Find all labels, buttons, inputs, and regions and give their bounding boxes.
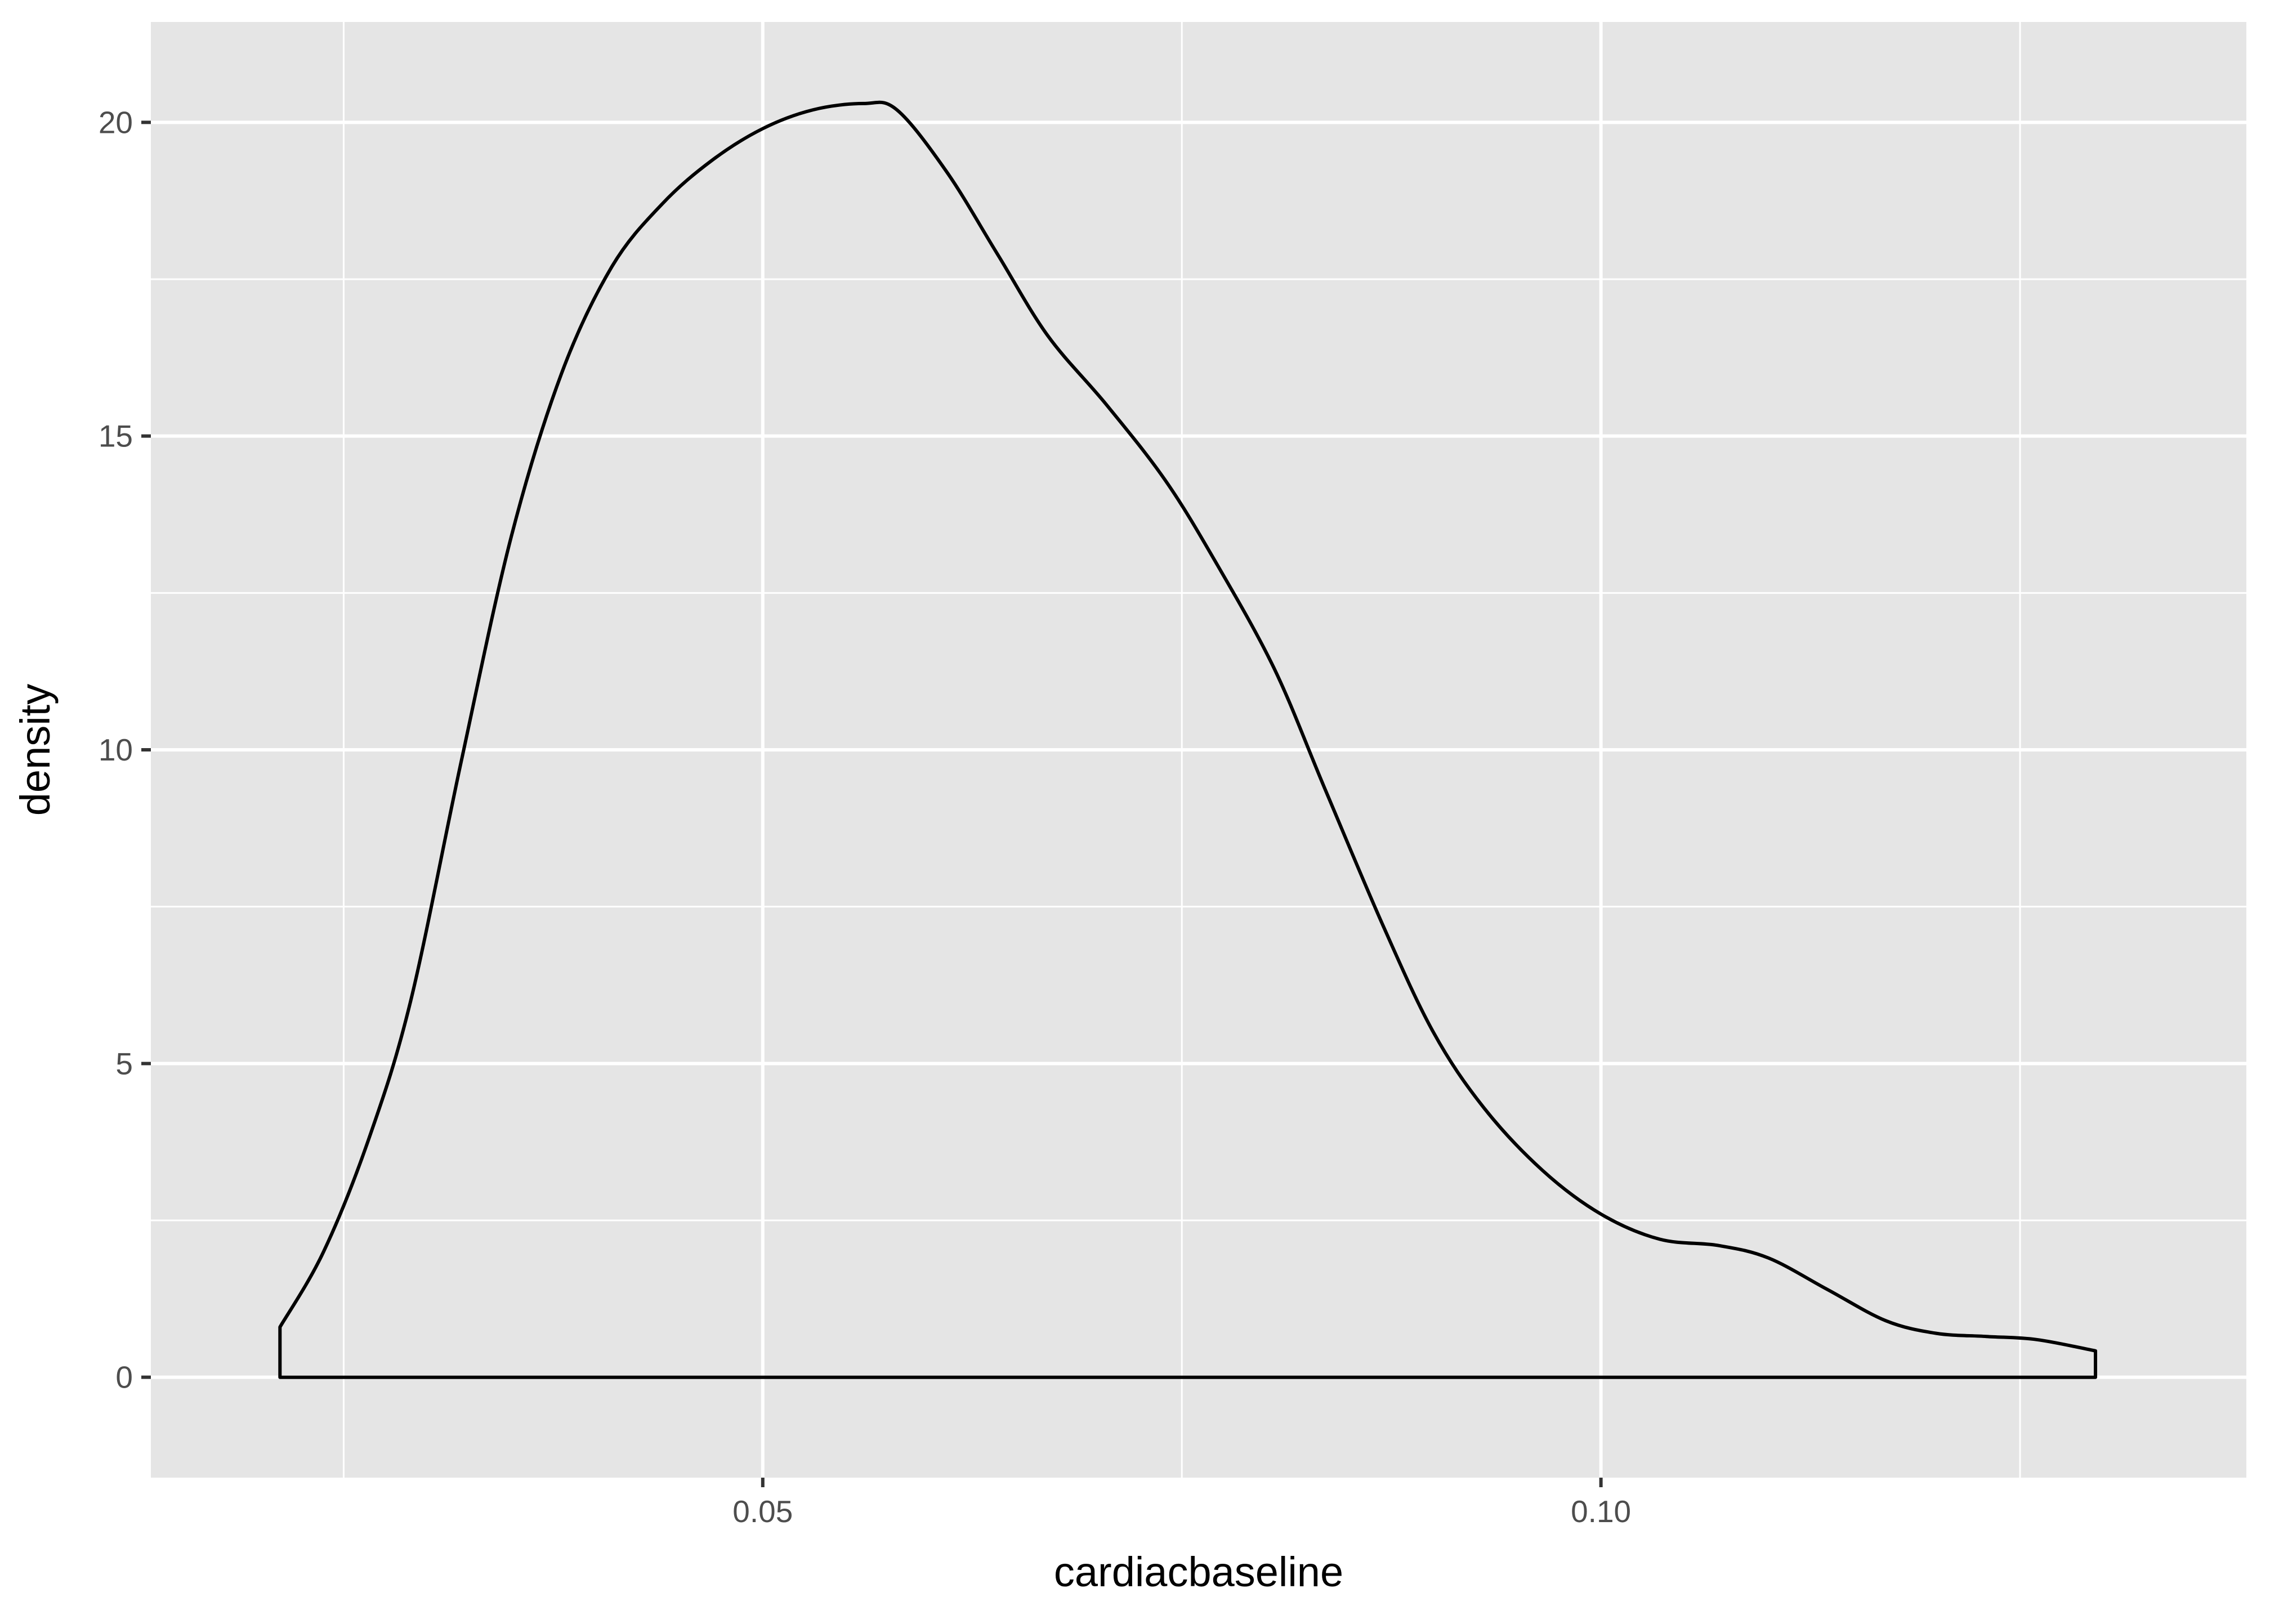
y-tick-label: 20: [99, 105, 133, 140]
y-tick-label: 5: [115, 1046, 133, 1081]
x-axis: 0.05 0.10: [732, 1478, 1631, 1529]
x-tick-label: 0.05: [732, 1494, 793, 1529]
y-tick-label: 10: [99, 732, 133, 767]
x-tick-label: 0.10: [1571, 1494, 1631, 1529]
y-tick-label: 15: [99, 419, 133, 454]
density-series: [278, 100, 2097, 1379]
x-axis-title: cardiacbaseline: [1054, 1549, 1343, 1595]
y-tick-label: 0: [115, 1360, 133, 1395]
y-axis-title: density: [12, 684, 59, 816]
density-curve: [278, 100, 2097, 1379]
y-axis: 0 5 10 15 20: [99, 105, 151, 1395]
